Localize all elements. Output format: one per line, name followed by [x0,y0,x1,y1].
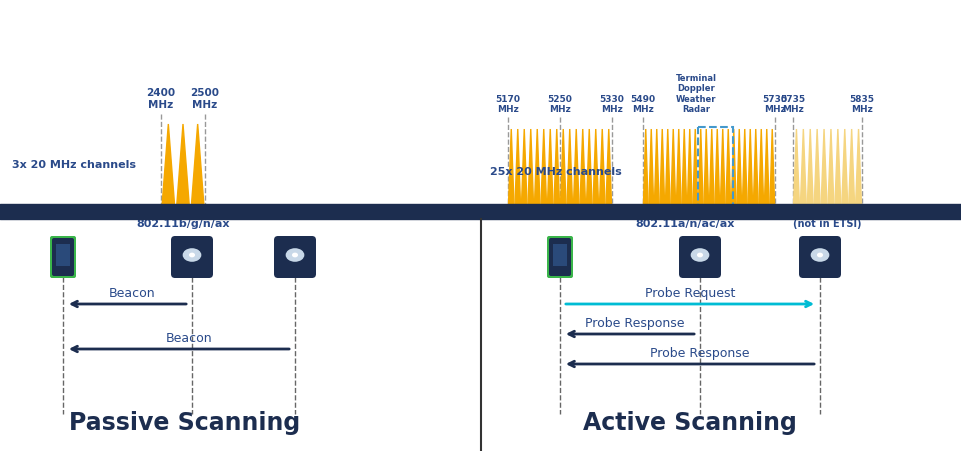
Polygon shape [714,130,719,205]
Text: 5835
MHz: 5835 MHz [849,94,874,114]
Polygon shape [177,125,189,205]
Polygon shape [670,130,675,205]
Ellipse shape [188,253,195,258]
Polygon shape [708,130,713,205]
Text: 3x 20 MHz channels: 3x 20 MHz channels [12,160,136,170]
Polygon shape [599,130,604,205]
Polygon shape [191,125,204,205]
Polygon shape [514,130,520,205]
Polygon shape [528,130,533,205]
Text: U-NII-3
(not in ETSI): U-NII-3 (not in ETSI) [793,207,861,228]
Ellipse shape [696,253,702,258]
Polygon shape [752,130,757,205]
Ellipse shape [816,253,823,258]
Polygon shape [793,130,799,205]
Text: U-NII-1: U-NII-1 [514,207,553,216]
Polygon shape [742,130,747,205]
Polygon shape [643,130,648,205]
Polygon shape [806,130,812,205]
Text: Terminal
Doppler
Weather
Radar: Terminal Doppler Weather Radar [675,74,716,114]
Polygon shape [547,130,553,205]
Text: 2500
MHz: 2500 MHz [190,88,219,110]
Polygon shape [834,130,840,205]
Text: Active Scanning: Active Scanning [582,410,796,434]
Polygon shape [566,130,572,205]
Text: 5490
MHz: 5490 MHz [629,94,654,114]
Text: U-NII-2c (Extended): U-NII-2c (Extended) [654,207,762,216]
Polygon shape [800,130,805,205]
Text: U-NII-2a: U-NII-2a [563,207,607,216]
Polygon shape [554,130,559,205]
Polygon shape [560,130,565,205]
Text: Probe Response: Probe Response [584,316,684,329]
Text: Passive Scanning: Passive Scanning [69,410,300,434]
Polygon shape [653,130,658,205]
Polygon shape [848,130,853,205]
Polygon shape [687,130,691,205]
Bar [56,244,70,267]
Ellipse shape [810,249,828,262]
Text: Beacon: Beacon [110,286,156,299]
FancyBboxPatch shape [549,239,571,276]
Text: 5735
MHz: 5735 MHz [779,94,804,114]
Ellipse shape [183,249,201,262]
Text: 5250
MHz: 5250 MHz [547,94,572,114]
Text: 5730
MHz: 5730 MHz [762,94,787,114]
FancyBboxPatch shape [50,236,76,278]
Text: 802.11b/g/n/ax: 802.11b/g/n/ax [136,219,230,229]
Polygon shape [534,130,539,205]
Polygon shape [769,130,774,205]
Polygon shape [605,130,611,205]
Polygon shape [162,125,174,205]
Polygon shape [573,130,579,205]
Polygon shape [821,130,826,205]
Polygon shape [698,130,702,205]
Polygon shape [726,130,729,205]
Polygon shape [521,130,527,205]
Polygon shape [827,130,833,205]
Text: Probe Request: Probe Request [644,286,734,299]
Polygon shape [730,130,735,205]
Polygon shape [540,130,546,205]
Polygon shape [758,130,763,205]
Polygon shape [841,130,847,205]
Text: 25x 20 MHz channels: 25x 20 MHz channels [489,167,621,177]
Polygon shape [592,130,598,205]
Text: 2400
MHz: 2400 MHz [146,88,175,110]
Polygon shape [649,130,653,205]
Polygon shape [665,130,670,205]
Ellipse shape [285,249,304,262]
FancyBboxPatch shape [547,236,573,278]
Polygon shape [586,130,591,205]
Polygon shape [813,130,819,205]
Polygon shape [508,130,513,205]
Text: 5330
MHz: 5330 MHz [599,94,624,114]
Ellipse shape [291,253,298,258]
Text: 802.11a/n/ac/ax: 802.11a/n/ac/ax [634,219,734,229]
Polygon shape [676,130,680,205]
Polygon shape [736,130,741,205]
Text: Probe Response: Probe Response [650,346,749,359]
Polygon shape [579,130,585,205]
Polygon shape [854,130,860,205]
Bar [698,128,732,207]
FancyBboxPatch shape [171,236,212,278]
FancyBboxPatch shape [52,239,74,276]
Polygon shape [703,130,708,205]
FancyBboxPatch shape [799,236,840,278]
FancyBboxPatch shape [678,236,720,278]
Polygon shape [747,130,752,205]
Ellipse shape [690,249,708,262]
Polygon shape [681,130,686,205]
Bar [553,244,566,267]
Text: 5170
MHz: 5170 MHz [495,94,520,114]
FancyBboxPatch shape [274,236,315,278]
Polygon shape [720,130,725,205]
Polygon shape [692,130,697,205]
Polygon shape [764,130,768,205]
Text: Beacon: Beacon [165,331,212,344]
Polygon shape [659,130,664,205]
